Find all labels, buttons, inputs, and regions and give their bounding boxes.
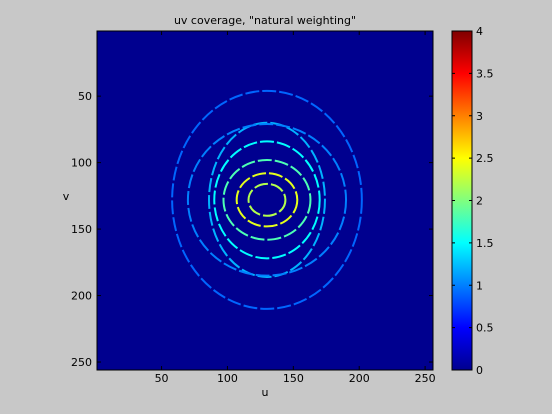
coverage-ring-7 (171, 89, 363, 310)
coverage-ring-6 (186, 123, 348, 277)
uv-coverage-rings (171, 89, 363, 310)
coverage-ring-5 (208, 121, 326, 278)
colorbar-tick-label: 3 (476, 110, 483, 123)
colorbar-tick-label: 2 (476, 195, 483, 208)
x-tick-label: 150 (283, 372, 304, 385)
y-tick-label: 250 (71, 356, 92, 369)
y-axis-ticks: 50 100 150 200 250 (71, 90, 433, 369)
x-tick-label: 100 (217, 372, 238, 385)
colorbar-tick-label: 3.5 (476, 67, 494, 80)
y-tick-label: 50 (78, 90, 92, 103)
heatmap-background (97, 31, 433, 370)
colorbar-tick-label: 1.5 (476, 237, 494, 250)
colorbar-tick-label: 0.5 (476, 322, 494, 335)
y-tick-label: 200 (71, 290, 92, 303)
x-tick-label: 50 (155, 372, 169, 385)
x-tick-label: 250 (415, 372, 436, 385)
plot-frame (96, 30, 434, 371)
x-axis-ticks: 50 100 150 200 250 (155, 31, 436, 385)
chart-title: uv coverage, "natural weighting" (174, 14, 356, 27)
colorbar-tick-label: 0 (476, 364, 483, 377)
y-tick-label: 100 (71, 157, 92, 170)
coverage-ring-3 (222, 158, 312, 241)
x-axis-label: u (262, 386, 269, 399)
colorbar-tick-label: 4 (476, 25, 483, 38)
coverage-ring-1 (247, 182, 287, 217)
colorbar-tick-label: 1 (476, 279, 483, 292)
colorbar-tick-label: 2.5 (476, 152, 494, 165)
x-tick-label: 200 (349, 372, 370, 385)
colorbar-ticks: 0 0.5 1 1.5 2 2.5 3 3.5 4 (452, 25, 494, 377)
y-tick-label: 150 (71, 223, 92, 236)
coverage-ring-2 (235, 172, 299, 228)
y-axis-label: v (63, 190, 70, 203)
coverage-ring-4 (213, 140, 321, 260)
